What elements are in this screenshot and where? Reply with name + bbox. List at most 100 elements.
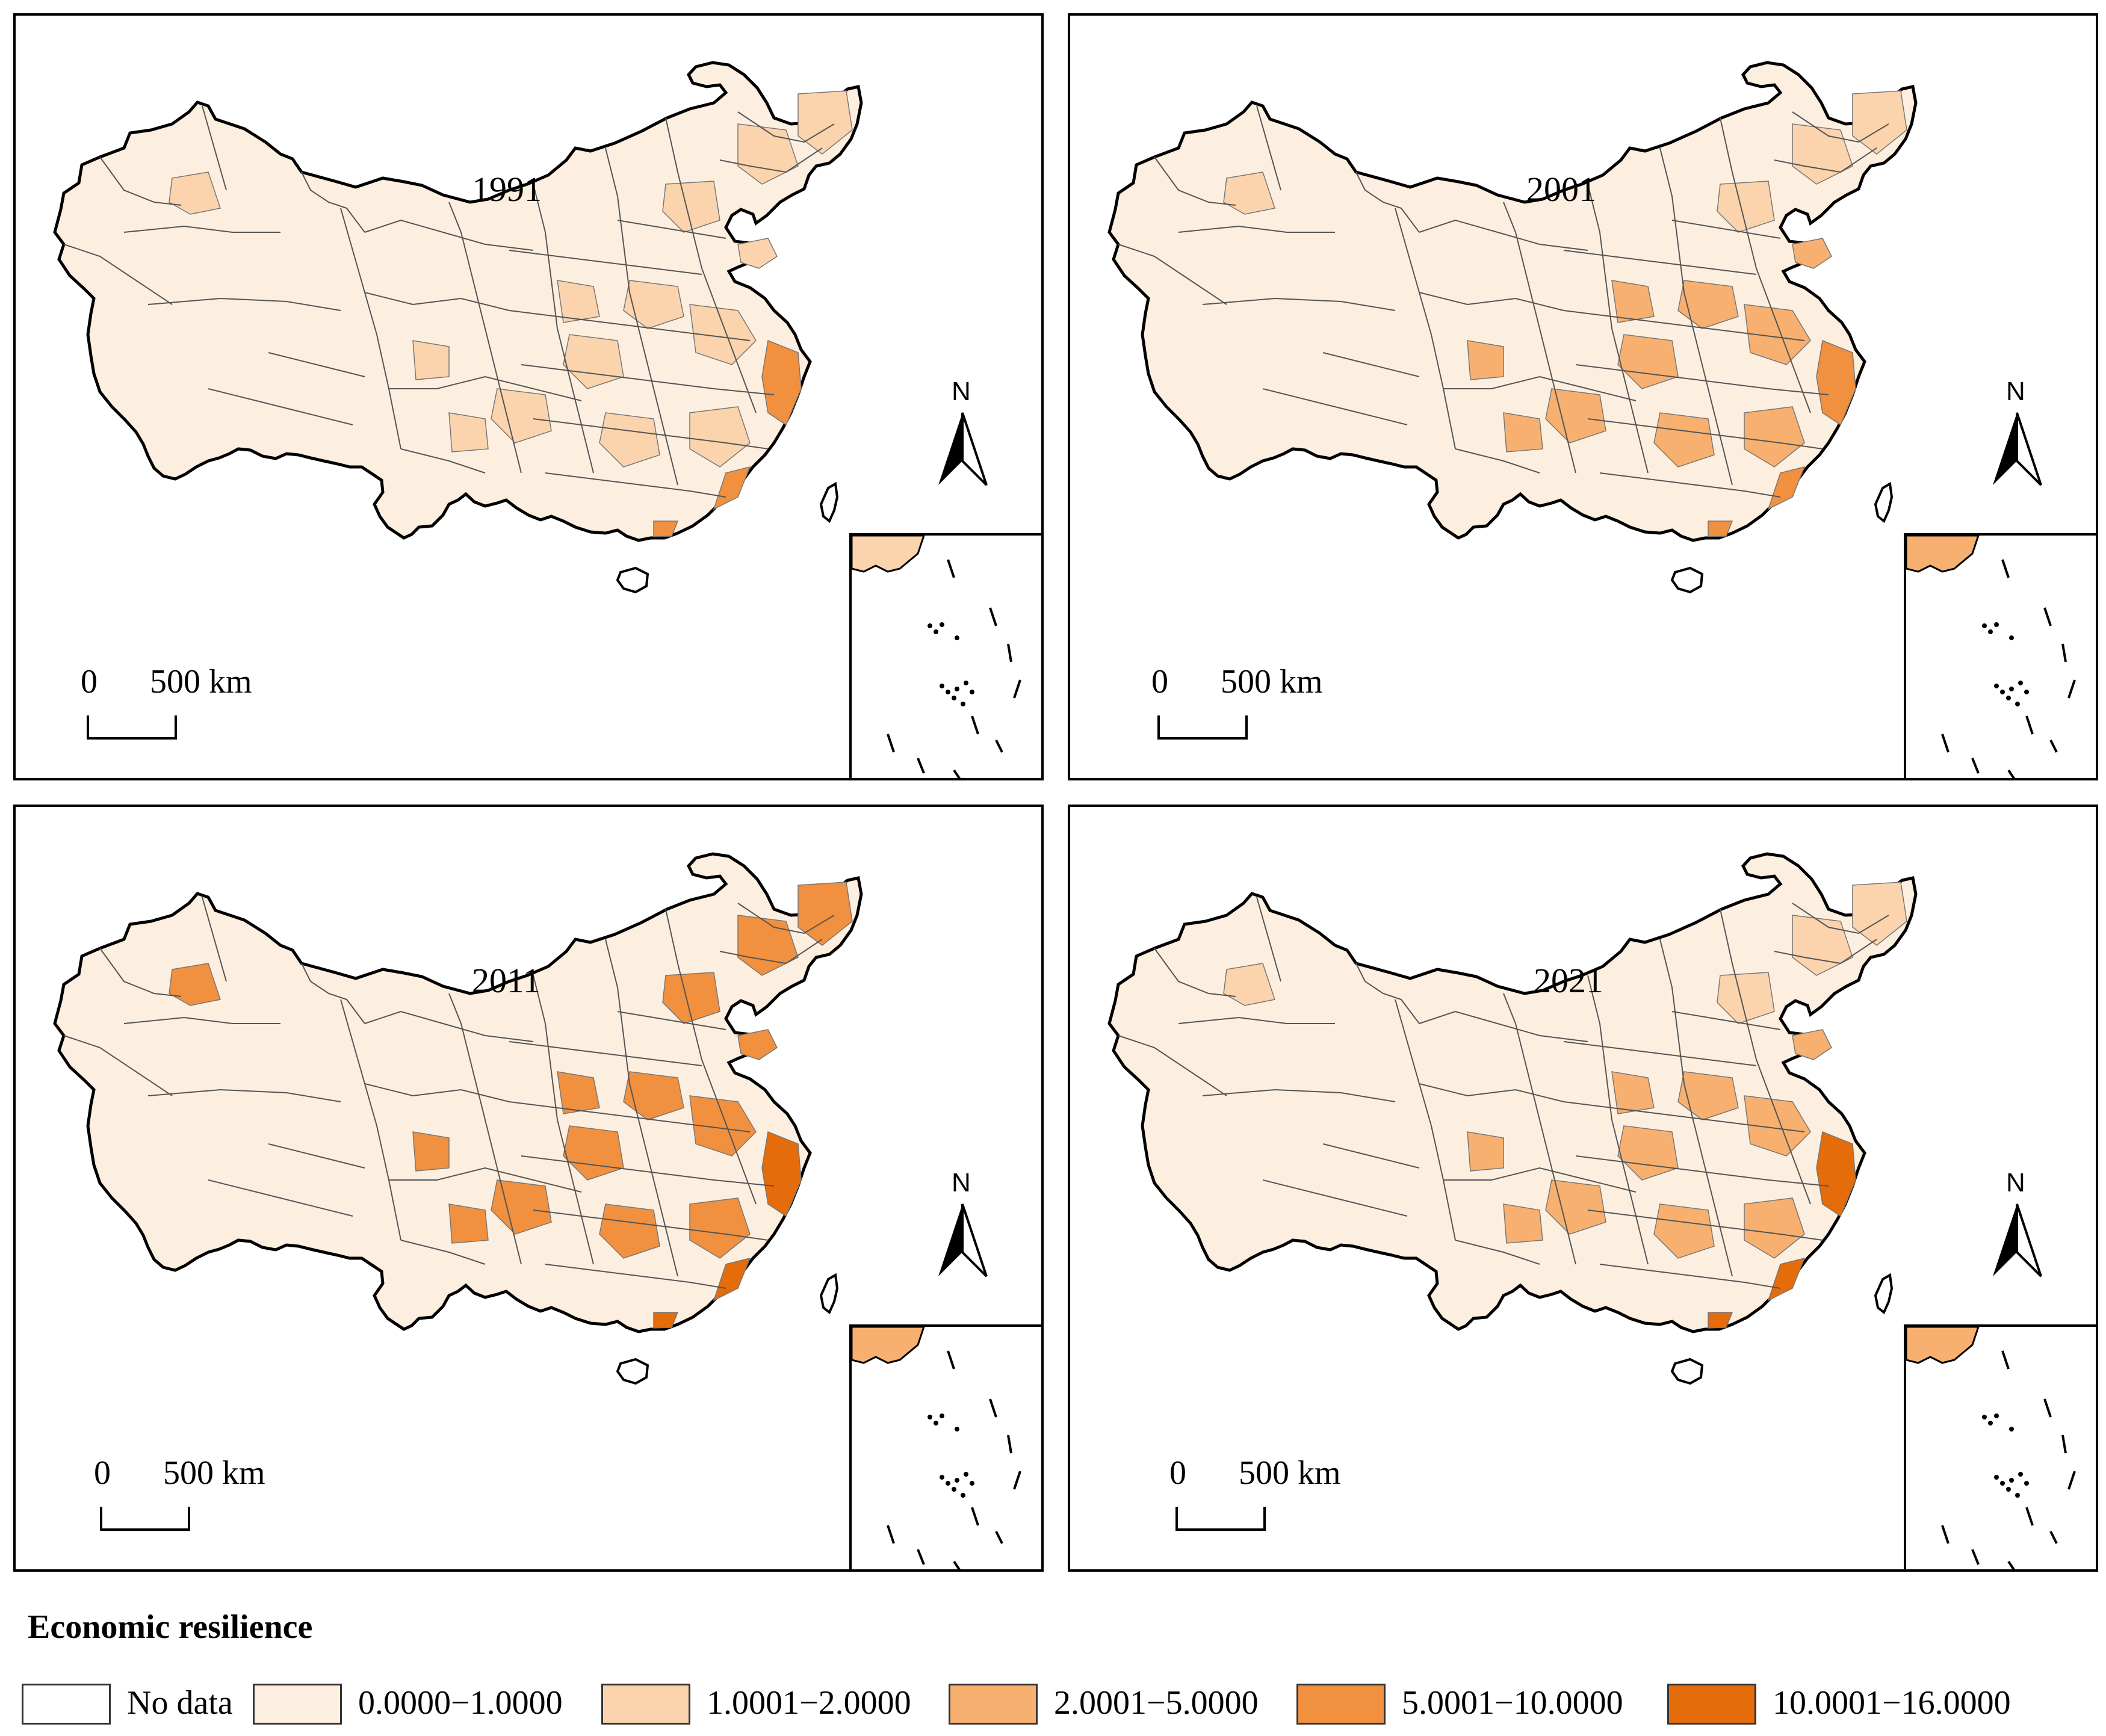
hainan-island (1670, 1358, 1704, 1385)
region-shading (662, 972, 720, 1024)
maritime-boundary-dash (2067, 679, 2076, 699)
region-shading (1611, 1071, 1655, 1114)
scale-bar-line (1175, 1507, 1266, 1531)
admin-boundary (509, 310, 751, 341)
admin-boundary (1599, 1264, 1781, 1289)
island-dot (2000, 690, 2005, 694)
admin-boundary (1671, 220, 1781, 239)
maritime-boundary-dash (2001, 559, 2010, 578)
north-arrow: N (1988, 1168, 2054, 1282)
region-shading (1744, 304, 1811, 365)
region-shading (623, 1071, 684, 1120)
china-outline (1107, 61, 1918, 542)
maritime-boundary-dash (2061, 643, 2067, 663)
scale-distance-label: 500 km (1221, 663, 1323, 700)
island-dot (946, 690, 950, 694)
admin-boundary (545, 1264, 726, 1289)
maritime-boundary-dash (2001, 1350, 2010, 1370)
inset-coast (1906, 1327, 1980, 1364)
taiwan-island (819, 1273, 839, 1315)
region-shading (1792, 1029, 1832, 1060)
admin-boundary (208, 388, 353, 425)
maritime-boundary-dash (917, 1549, 925, 1565)
scale-bar-line (1157, 715, 1248, 740)
region-shading (412, 340, 450, 380)
admin-boundary (448, 202, 522, 474)
island-dot (2015, 702, 2020, 706)
north-label: N (952, 1168, 971, 1197)
region-shading (653, 520, 679, 537)
china-outline (53, 61, 863, 542)
admin-boundary (1575, 364, 1829, 395)
scale-bar: 0 500 km (94, 1454, 265, 1532)
region-shading (412, 1131, 450, 1172)
legend-label: 10.0001−16.0000 (1773, 1684, 2011, 1722)
admin-boundary (1587, 1209, 1823, 1241)
admin-boundary (1322, 1143, 1420, 1169)
scale-zero-label: 0 (1169, 1454, 1186, 1492)
region-shading (599, 412, 660, 468)
taiwan-island (1874, 1273, 1894, 1315)
maritime-boundary-dash (2043, 607, 2052, 626)
admin-boundary (1256, 897, 1281, 982)
south-china-sea-inset (1904, 533, 2096, 778)
scale-distance-label: 500 km (150, 663, 252, 700)
admin-boundary (99, 948, 182, 997)
island-dot (2006, 696, 2011, 700)
island-dot (928, 1415, 932, 1419)
scale-bar: 0 500 km (1151, 663, 1323, 741)
island-dot (961, 702, 965, 706)
inset-map (852, 536, 1021, 778)
region-shading (737, 238, 778, 269)
region-shading (1792, 238, 1832, 269)
island-dot (946, 1481, 950, 1486)
scale-distance-label: 500 km (1239, 1454, 1341, 1492)
island-dot (1994, 1475, 1999, 1480)
admin-boundary (364, 219, 534, 251)
maritime-boundary-dash (2025, 715, 2034, 735)
region-shading (1744, 406, 1805, 468)
maritime-boundary-dash (995, 1531, 1003, 1544)
admin-boundary (301, 963, 365, 1024)
region-shading (1767, 466, 1806, 510)
admin-boundary (1178, 225, 1335, 233)
admin-boundary (1202, 1089, 1396, 1102)
admin-boundary (340, 999, 401, 1241)
island-dot (1994, 684, 1999, 688)
legend-label: 5.0001−10.0000 (1402, 1684, 1623, 1722)
admin-boundary (617, 1011, 726, 1030)
island-dot (1982, 623, 1987, 628)
legend-label: 1.0001−2.0000 (707, 1684, 911, 1722)
scale-bar-line (100, 1507, 190, 1531)
admin-boundary (1395, 208, 1456, 449)
region-shading (1816, 1131, 1856, 1217)
admin-boundary (268, 1143, 365, 1169)
region-shading (797, 882, 853, 946)
region-shading (1503, 1203, 1543, 1244)
admin-boundary (1118, 244, 1227, 305)
island-dot (2009, 687, 2014, 691)
maritime-boundary-dash (2049, 740, 2058, 753)
maritime-boundary-dash (887, 734, 895, 753)
island-dot (2018, 681, 2023, 685)
island-dot (2000, 1481, 2005, 1486)
admin-boundary (1455, 1240, 1540, 1265)
north-arrow-icon (938, 1203, 988, 1277)
hainan-island (616, 1358, 649, 1385)
admin-boundary (1671, 1011, 1781, 1030)
maritime-boundary-dash (2025, 1507, 2034, 1526)
region-shading (1503, 412, 1543, 453)
legend-label: 2.0001−5.0000 (1054, 1684, 1259, 1722)
admin-boundary (1563, 1101, 1805, 1132)
legend-swatch (949, 1684, 1038, 1725)
admin-boundary (268, 352, 365, 377)
china-map (53, 852, 863, 1385)
admin-boundary (545, 472, 726, 498)
admin-boundary (1659, 939, 1733, 1277)
maritime-boundary-dash (1013, 679, 1021, 699)
admin-boundary (340, 208, 401, 449)
admin-boundary (364, 1010, 534, 1042)
region-shading (1792, 123, 1853, 185)
admin-boundary (389, 375, 582, 401)
island-dot (952, 696, 956, 700)
